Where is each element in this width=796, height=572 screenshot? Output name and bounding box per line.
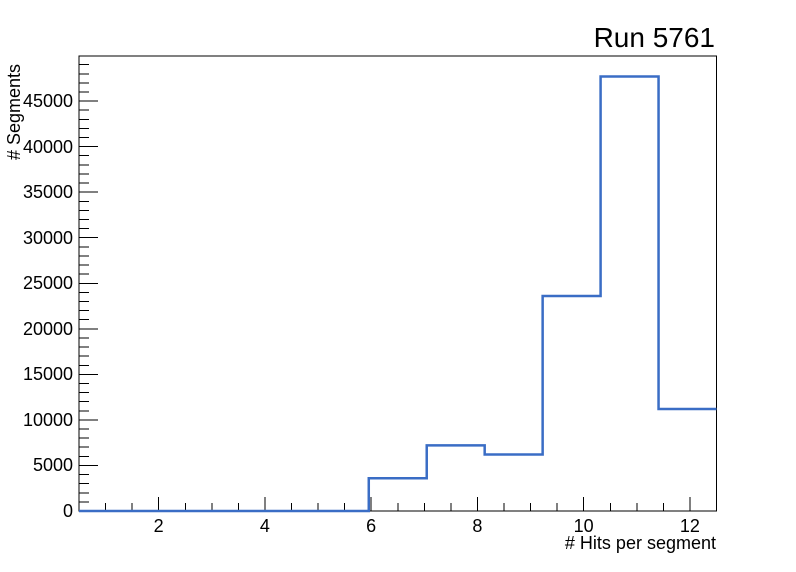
- y-tick-label: 40000: [22, 136, 73, 157]
- x-tick-label: 4: [259, 516, 270, 536]
- x-tick-label: 8: [472, 516, 483, 536]
- y-tick-label: 30000: [22, 227, 73, 248]
- y-tick-label: 20000: [22, 318, 73, 339]
- y-tick-label: 15000: [22, 364, 73, 385]
- y-tick-label: 35000: [22, 182, 73, 203]
- x-tick-label: 10: [573, 516, 594, 536]
- y-tick-label: 10000: [22, 409, 73, 430]
- chart-title: Run 5761: [593, 22, 715, 53]
- x-tick-label: 6: [366, 516, 377, 536]
- x-axis-title: # Hits per segment: [564, 533, 716, 553]
- y-axis-ticks: [79, 64, 98, 512]
- y-tick-label: 0: [62, 501, 73, 521]
- plot-frame: [78, 55, 717, 512]
- y-tick-label: 5000: [32, 455, 73, 476]
- x-tick-label: 2: [153, 516, 164, 536]
- y-tick-label: 45000: [22, 91, 73, 112]
- x-axis-ticks: [105, 497, 691, 511]
- histogram-step-line: [79, 75, 717, 513]
- y-tick-label: 25000: [22, 273, 73, 294]
- x-tick-label: 12: [679, 516, 700, 536]
